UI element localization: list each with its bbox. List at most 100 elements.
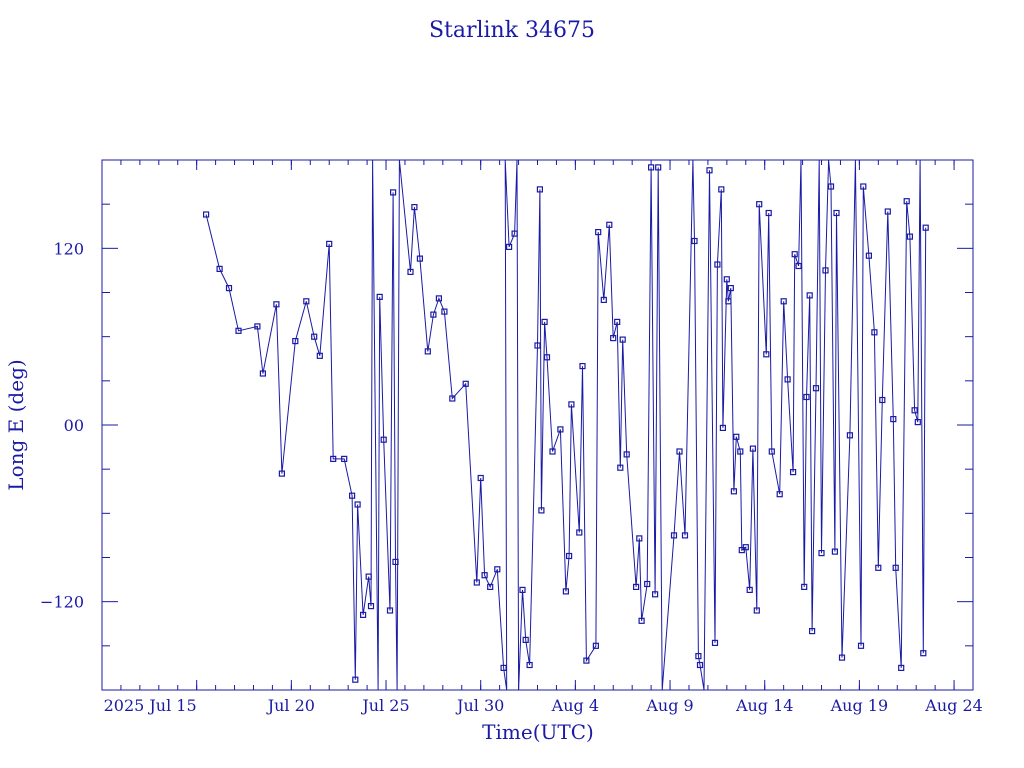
data-point [225, 285, 233, 292]
data-point [906, 233, 914, 240]
data-point [549, 448, 556, 455]
data-point [749, 445, 757, 452]
data-point [695, 652, 702, 660]
data-point [354, 501, 361, 508]
data-point [526, 661, 533, 669]
data-point [534, 342, 541, 349]
data-point [725, 298, 732, 305]
data-point [857, 642, 865, 649]
data-point [303, 298, 310, 305]
data-point [562, 588, 570, 595]
data-point [746, 586, 753, 594]
data-point [494, 566, 501, 573]
data-point [784, 376, 791, 383]
data-point [920, 650, 927, 657]
y-tick-label: −120 [40, 593, 84, 612]
data-point [838, 654, 846, 661]
data-point [614, 318, 621, 325]
data-point [522, 636, 529, 644]
data-point [411, 204, 418, 211]
data-point [536, 186, 544, 193]
data-point [860, 183, 867, 190]
chart-title: Starlink 34675 [429, 18, 595, 43]
data-point [795, 262, 802, 270]
data-point [216, 265, 223, 272]
data-point [424, 348, 431, 355]
data-point [670, 532, 678, 539]
data-point [706, 167, 713, 174]
data-point [254, 323, 261, 330]
x-tick-label: Aug 14 [735, 696, 794, 715]
data-point [583, 657, 590, 664]
data-point [714, 261, 721, 268]
data-point [341, 455, 348, 462]
data-point [776, 491, 783, 498]
data-point [691, 237, 698, 245]
data-point [462, 380, 469, 387]
data-point [655, 164, 662, 171]
x-tick-label: Aug 9 [645, 696, 693, 715]
data-point [647, 164, 655, 171]
data-point [511, 230, 518, 237]
data-point [803, 393, 810, 401]
data-point [831, 548, 839, 555]
data-point [822, 267, 829, 274]
data-point [500, 664, 507, 672]
data-point [892, 564, 899, 571]
data-point [827, 183, 835, 190]
data-point [768, 448, 775, 455]
data-point [651, 591, 659, 598]
data-point [753, 607, 760, 614]
x-tick-label: Aug 4 [551, 696, 599, 715]
data-point [311, 333, 318, 340]
x-tick-label: Jul 30 [455, 696, 504, 715]
data-point [696, 661, 704, 669]
data-point [292, 338, 299, 345]
data-point [711, 639, 719, 647]
data-point [730, 488, 738, 495]
data-point [538, 507, 545, 514]
data-point [352, 676, 359, 683]
data-point [765, 209, 772, 217]
data-point [636, 535, 643, 542]
data-point [890, 416, 897, 423]
data-point [719, 424, 727, 431]
data-point [235, 327, 242, 334]
data-point [914, 419, 921, 426]
data-point [879, 396, 886, 404]
data-point [763, 351, 770, 358]
data-point [922, 224, 929, 231]
data-point [723, 276, 730, 283]
data-point [473, 579, 480, 586]
data-point [380, 436, 387, 443]
x-tick-label: Aug 24 [924, 696, 983, 715]
data-point [623, 451, 630, 458]
x-tick-label: Jul 20 [266, 696, 315, 715]
data-point [681, 532, 689, 539]
data-point [360, 611, 367, 619]
data-point [416, 255, 423, 262]
data-point [376, 293, 383, 300]
data-point [349, 492, 356, 499]
data-point [875, 564, 882, 571]
data-point [565, 552, 573, 560]
data-point [579, 363, 586, 370]
data-point [610, 335, 617, 342]
series-1 [203, 160, 929, 690]
data-point [386, 607, 394, 614]
data-point [430, 311, 437, 318]
data-point [595, 229, 602, 236]
data-point [481, 572, 488, 579]
data-point [718, 186, 725, 193]
data-point [203, 211, 210, 218]
data-point [676, 448, 683, 455]
data-point [737, 448, 744, 455]
data-point [884, 208, 891, 215]
data-point [576, 529, 583, 536]
data-point [898, 664, 905, 672]
data-point [818, 549, 825, 557]
data-point [733, 433, 740, 440]
data-point [441, 308, 448, 315]
data-point [865, 252, 873, 259]
